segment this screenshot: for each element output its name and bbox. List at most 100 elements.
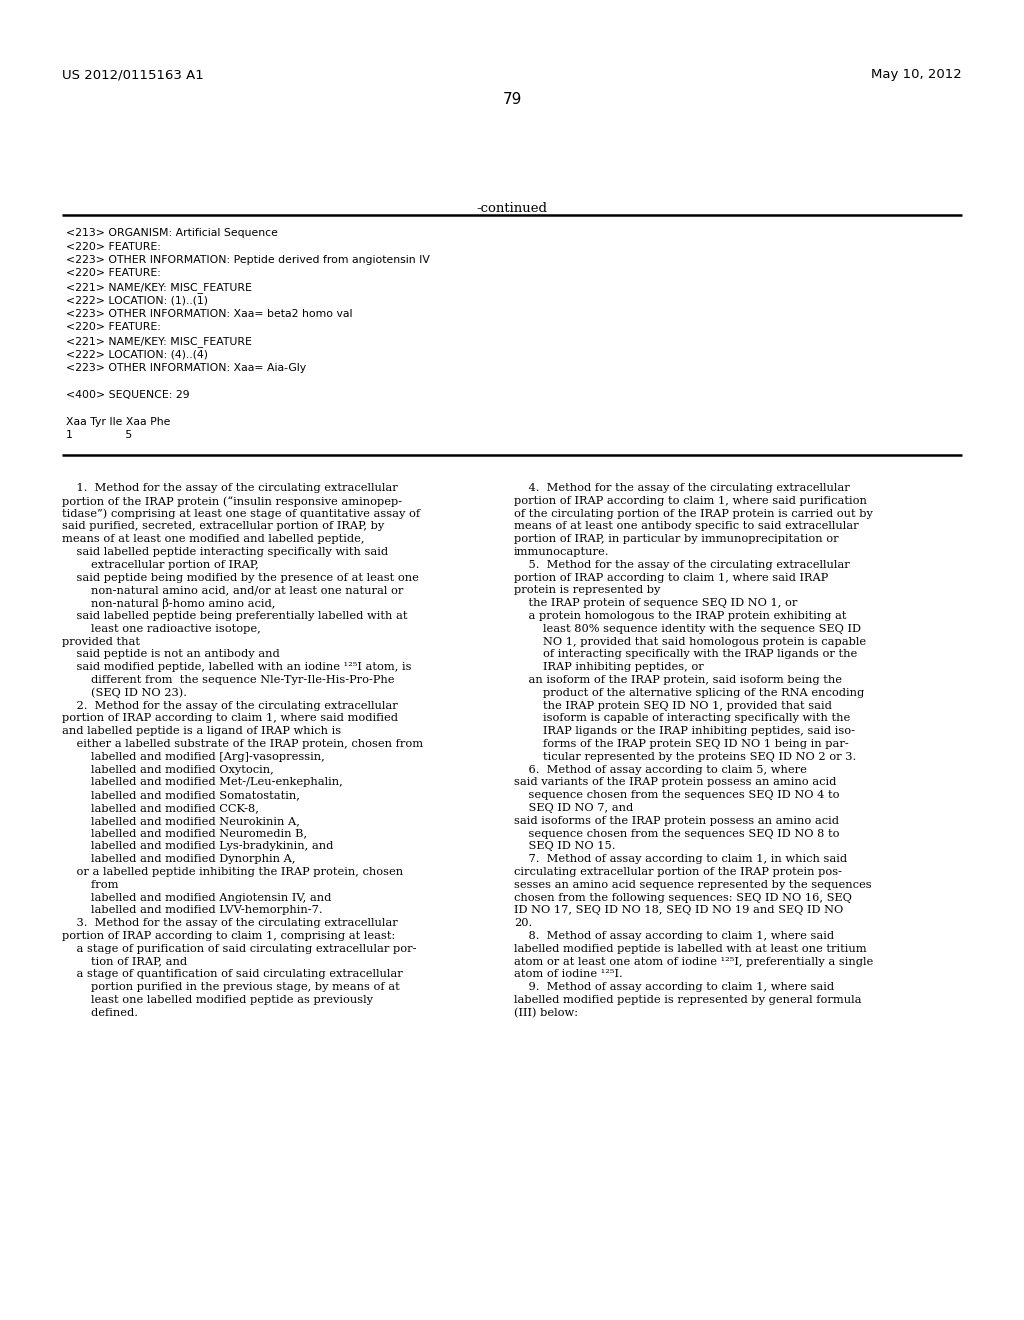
Text: portion of IRAP according to claim 1, where said modified: portion of IRAP according to claim 1, wh… — [62, 713, 398, 723]
Text: labelled and modified LVV-hemorphin-7.: labelled and modified LVV-hemorphin-7. — [62, 906, 323, 915]
Text: labelled and modified [Arg]-vasopressin,: labelled and modified [Arg]-vasopressin, — [62, 752, 325, 762]
Text: said variants of the IRAP protein possess an amino acid: said variants of the IRAP protein posses… — [514, 777, 837, 788]
Text: product of the alternative splicing of the RNA encoding: product of the alternative splicing of t… — [514, 688, 864, 698]
Text: <220> FEATURE:: <220> FEATURE: — [66, 322, 161, 333]
Text: US 2012/0115163 A1: US 2012/0115163 A1 — [62, 69, 204, 81]
Text: different from  the sequence Nle-Tyr-Ile-His-Pro-Phe: different from the sequence Nle-Tyr-Ile-… — [62, 675, 394, 685]
Text: least 80% sequence identity with the sequence SEQ ID: least 80% sequence identity with the seq… — [514, 624, 861, 634]
Text: portion of IRAP according to claim 1, where said IRAP: portion of IRAP according to claim 1, wh… — [514, 573, 828, 582]
Text: portion of IRAP, in particular by immunoprecipitation or: portion of IRAP, in particular by immuno… — [514, 535, 839, 544]
Text: or a labelled peptide inhibiting the IRAP protein, chosen: or a labelled peptide inhibiting the IRA… — [62, 867, 403, 876]
Text: 1.  Method for the assay of the circulating extracellular: 1. Method for the assay of the circulati… — [62, 483, 397, 492]
Text: labelled and modified Neuromedin B,: labelled and modified Neuromedin B, — [62, 829, 307, 838]
Text: a protein homologous to the IRAP protein exhibiting at: a protein homologous to the IRAP protein… — [514, 611, 847, 620]
Text: said purified, secreted, extracellular portion of IRAP, by: said purified, secreted, extracellular p… — [62, 521, 384, 532]
Text: <222> LOCATION: (1)..(1): <222> LOCATION: (1)..(1) — [66, 296, 208, 305]
Text: 5.  Method for the assay of the circulating extracellular: 5. Method for the assay of the circulati… — [514, 560, 850, 570]
Text: of interacting specifically with the IRAP ligands or the: of interacting specifically with the IRA… — [514, 649, 857, 660]
Text: <400> SEQUENCE: 29: <400> SEQUENCE: 29 — [66, 389, 189, 400]
Text: Xaa Tyr Ile Xaa Phe: Xaa Tyr Ile Xaa Phe — [66, 417, 170, 426]
Text: said isoforms of the IRAP protein possess an amino acid: said isoforms of the IRAP protein posses… — [514, 816, 839, 826]
Text: IRAP ligands or the IRAP inhibiting peptides, said iso-: IRAP ligands or the IRAP inhibiting pept… — [514, 726, 855, 737]
Text: portion of IRAP according to claim 1, comprising at least:: portion of IRAP according to claim 1, co… — [62, 931, 395, 941]
Text: sequence chosen from the sequences SEQ ID NO 8 to: sequence chosen from the sequences SEQ I… — [514, 829, 840, 838]
Text: a stage of purification of said circulating extracellular por-: a stage of purification of said circulat… — [62, 944, 417, 954]
Text: immunocapture.: immunocapture. — [514, 546, 609, 557]
Text: tion of IRAP, and: tion of IRAP, and — [62, 957, 187, 966]
Text: said labelled peptide being preferentially labelled with at: said labelled peptide being preferential… — [62, 611, 408, 620]
Text: tidase”) comprising at least one stage of quantitative assay of: tidase”) comprising at least one stage o… — [62, 508, 420, 519]
Text: <220> FEATURE:: <220> FEATURE: — [66, 242, 161, 252]
Text: 4.  Method for the assay of the circulating extracellular: 4. Method for the assay of the circulati… — [514, 483, 850, 492]
Text: said labelled peptide interacting specifically with said: said labelled peptide interacting specif… — [62, 546, 388, 557]
Text: 7.  Method of assay according to claim 1, in which said: 7. Method of assay according to claim 1,… — [514, 854, 847, 865]
Text: labelled and modified CCK-8,: labelled and modified CCK-8, — [62, 803, 259, 813]
Text: ticular represented by the proteins SEQ ID NO 2 or 3.: ticular represented by the proteins SEQ … — [514, 752, 856, 762]
Text: protein is represented by: protein is represented by — [514, 585, 660, 595]
Text: 8.  Method of assay according to claim 1, where said: 8. Method of assay according to claim 1,… — [514, 931, 835, 941]
Text: <221> NAME/KEY: MISC_FEATURE: <221> NAME/KEY: MISC_FEATURE — [66, 337, 252, 347]
Text: said peptide is not an antibody and: said peptide is not an antibody and — [62, 649, 280, 660]
Text: 1               5: 1 5 — [66, 430, 132, 441]
Text: labelled modified peptide is labelled with at least one tritium: labelled modified peptide is labelled wi… — [514, 944, 866, 954]
Text: <220> FEATURE:: <220> FEATURE: — [66, 268, 161, 279]
Text: (SEQ ID NO 23).: (SEQ ID NO 23). — [62, 688, 187, 698]
Text: means of at least one modified and labelled peptide,: means of at least one modified and label… — [62, 535, 365, 544]
Text: ID NO 17, SEQ ID NO 18, SEQ ID NO 19 and SEQ ID NO: ID NO 17, SEQ ID NO 18, SEQ ID NO 19 and… — [514, 906, 843, 915]
Text: 79: 79 — [503, 92, 521, 107]
Text: <213> ORGANISM: Artificial Sequence: <213> ORGANISM: Artificial Sequence — [66, 228, 278, 238]
Text: said modified peptide, labelled with an iodine ¹²⁵I atom, is: said modified peptide, labelled with an … — [62, 663, 412, 672]
Text: of the circulating portion of the IRAP protein is carried out by: of the circulating portion of the IRAP p… — [514, 508, 872, 519]
Text: means of at least one antibody specific to said extracellular: means of at least one antibody specific … — [514, 521, 859, 532]
Text: NO 1, provided that said homologous protein is capable: NO 1, provided that said homologous prot… — [514, 636, 866, 647]
Text: non-natural amino acid, and/or at least one natural or: non-natural amino acid, and/or at least … — [62, 585, 403, 595]
Text: SEQ ID NO 7, and: SEQ ID NO 7, and — [514, 803, 633, 813]
Text: least one radioactive isotope,: least one radioactive isotope, — [62, 624, 261, 634]
Text: labelled and modified Met-/Leu-enkephalin,: labelled and modified Met-/Leu-enkephali… — [62, 777, 343, 788]
Text: the IRAP protein SEQ ID NO 1, provided that said: the IRAP protein SEQ ID NO 1, provided t… — [514, 701, 831, 710]
Text: portion purified in the previous stage, by means of at: portion purified in the previous stage, … — [62, 982, 399, 993]
Text: non-natural β-homo amino acid,: non-natural β-homo amino acid, — [62, 598, 275, 610]
Text: labelled and modified Somatostatin,: labelled and modified Somatostatin, — [62, 791, 300, 800]
Text: a stage of quantification of said circulating extracellular: a stage of quantification of said circul… — [62, 969, 402, 979]
Text: provided that: provided that — [62, 636, 140, 647]
Text: either a labelled substrate of the IRAP protein, chosen from: either a labelled substrate of the IRAP … — [62, 739, 423, 748]
Text: labelled and modified Dynorphin A,: labelled and modified Dynorphin A, — [62, 854, 296, 865]
Text: atom of iodine ¹²⁵I.: atom of iodine ¹²⁵I. — [514, 969, 623, 979]
Text: extracellular portion of IRAP,: extracellular portion of IRAP, — [62, 560, 259, 570]
Text: <221> NAME/KEY: MISC_FEATURE: <221> NAME/KEY: MISC_FEATURE — [66, 282, 252, 293]
Text: 2.  Method for the assay of the circulating extracellular: 2. Method for the assay of the circulati… — [62, 701, 397, 710]
Text: sequence chosen from the sequences SEQ ID NO 4 to: sequence chosen from the sequences SEQ I… — [514, 791, 840, 800]
Text: (III) below:: (III) below: — [514, 1007, 578, 1018]
Text: the IRAP protein of sequence SEQ ID NO 1, or: the IRAP protein of sequence SEQ ID NO 1… — [514, 598, 798, 609]
Text: labelled modified peptide is represented by general formula: labelled modified peptide is represented… — [514, 995, 861, 1005]
Text: portion of the IRAP protein (“insulin responsive aminopep-: portion of the IRAP protein (“insulin re… — [62, 496, 402, 507]
Text: <223> OTHER INFORMATION: Xaa= Aia-Gly: <223> OTHER INFORMATION: Xaa= Aia-Gly — [66, 363, 306, 374]
Text: 6.  Method of assay according to claim 5, where: 6. Method of assay according to claim 5,… — [514, 764, 807, 775]
Text: sesses an amino acid sequence represented by the sequences: sesses an amino acid sequence represente… — [514, 880, 871, 890]
Text: <223> OTHER INFORMATION: Peptide derived from angiotensin IV: <223> OTHER INFORMATION: Peptide derived… — [66, 255, 430, 265]
Text: forms of the IRAP protein SEQ ID NO 1 being in par-: forms of the IRAP protein SEQ ID NO 1 be… — [514, 739, 849, 748]
Text: atom or at least one atom of iodine ¹²⁵I, preferentially a single: atom or at least one atom of iodine ¹²⁵I… — [514, 957, 873, 966]
Text: isoform is capable of interacting specifically with the: isoform is capable of interacting specif… — [514, 713, 850, 723]
Text: <223> OTHER INFORMATION: Xaa= beta2 homo val: <223> OTHER INFORMATION: Xaa= beta2 homo… — [66, 309, 352, 319]
Text: 9.  Method of assay according to claim 1, where said: 9. Method of assay according to claim 1,… — [514, 982, 835, 993]
Text: IRAP inhibiting peptides, or: IRAP inhibiting peptides, or — [514, 663, 703, 672]
Text: 20.: 20. — [514, 919, 532, 928]
Text: least one labelled modified peptide as previously: least one labelled modified peptide as p… — [62, 995, 373, 1005]
Text: circulating extracellular portion of the IRAP protein pos-: circulating extracellular portion of the… — [514, 867, 842, 876]
Text: <222> LOCATION: (4)..(4): <222> LOCATION: (4)..(4) — [66, 350, 208, 359]
Text: May 10, 2012: May 10, 2012 — [871, 69, 962, 81]
Text: said peptide being modified by the presence of at least one: said peptide being modified by the prese… — [62, 573, 419, 582]
Text: from: from — [62, 880, 119, 890]
Text: portion of IRAP according to claim 1, where said purification: portion of IRAP according to claim 1, wh… — [514, 496, 867, 506]
Text: 3.  Method for the assay of the circulating extracellular: 3. Method for the assay of the circulati… — [62, 919, 397, 928]
Text: an isoform of the IRAP protein, said isoform being the: an isoform of the IRAP protein, said iso… — [514, 675, 842, 685]
Text: labelled and modified Neurokinin A,: labelled and modified Neurokinin A, — [62, 816, 300, 826]
Text: SEQ ID NO 15.: SEQ ID NO 15. — [514, 841, 615, 851]
Text: -continued: -continued — [476, 202, 548, 215]
Text: labelled and modified Oxytocin,: labelled and modified Oxytocin, — [62, 764, 273, 775]
Text: chosen from the following sequences: SEQ ID NO 16, SEQ: chosen from the following sequences: SEQ… — [514, 892, 852, 903]
Text: labelled and modified Angiotensin IV, and: labelled and modified Angiotensin IV, an… — [62, 892, 332, 903]
Text: labelled and modified Lys-bradykinin, and: labelled and modified Lys-bradykinin, an… — [62, 841, 334, 851]
